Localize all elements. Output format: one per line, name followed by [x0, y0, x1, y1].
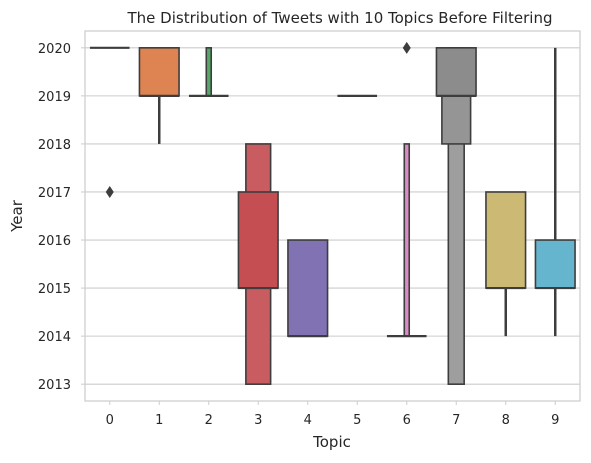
series-topic-3 [237, 143, 279, 385]
y-tick-label-2018: 2018 [38, 138, 71, 153]
box-topic-8-level-1 [485, 191, 527, 289]
y-tick-label-2013: 2013 [38, 378, 71, 393]
x-tick-label-1: 1 [155, 413, 163, 428]
series-topic-4 [287, 239, 329, 338]
series-topic-2 [188, 47, 229, 97]
chart-title: The Distribution of Tweets with 10 Topic… [127, 9, 553, 27]
x-tick-label-2: 2 [205, 413, 213, 428]
y-tick-label-2016: 2016 [38, 234, 71, 249]
box-topic-6-level-1 [403, 143, 411, 337]
x-axis-title: Topic [312, 433, 351, 451]
x-tick-label-3: 3 [254, 413, 262, 428]
series-topic-7 [435, 47, 477, 385]
box-topic-7-level-1 [435, 47, 477, 97]
series-topic-0 [89, 46, 130, 198]
y-tick-label-2014: 2014 [38, 330, 71, 345]
outlier-topic-6-0 [402, 41, 411, 54]
tick-labels: 2013 2014 2015 2016 2017 2018 2019 2020 0 1 2 3 4 5 6 7… [38, 42, 559, 428]
x-tick-label-7: 7 [452, 413, 460, 428]
data-marks [89, 41, 576, 385]
series-topic-1 [138, 47, 180, 144]
box-topic-1-level-1 [138, 47, 180, 97]
y-tick-label-2020: 2020 [38, 42, 71, 57]
series-topic-8 [485, 191, 527, 337]
y-axis-title: Year [8, 199, 26, 233]
y-tick-label-2017: 2017 [38, 186, 71, 201]
x-tick-label-6: 6 [403, 413, 411, 428]
x-tick-label-0: 0 [106, 413, 114, 428]
y-tick-label-2019: 2019 [38, 90, 71, 105]
plot-area [84, 30, 581, 402]
y-tick-label-2015: 2015 [38, 282, 71, 297]
box-topic-9-level-1 [534, 239, 576, 289]
x-tick-label-5: 5 [353, 413, 361, 428]
x-tick-label-4: 4 [304, 413, 312, 428]
outlier-topic-0-0 [105, 185, 114, 198]
box-topic-3-level-1 [237, 191, 279, 289]
x-tick-label-8: 8 [502, 413, 510, 428]
box-topic-2-level-1 [205, 47, 213, 97]
series-topic-6 [386, 41, 427, 338]
series-topic-9 [534, 47, 576, 337]
x-tick-label-9: 9 [551, 413, 559, 428]
box-topic-4-level-1 [287, 239, 329, 337]
